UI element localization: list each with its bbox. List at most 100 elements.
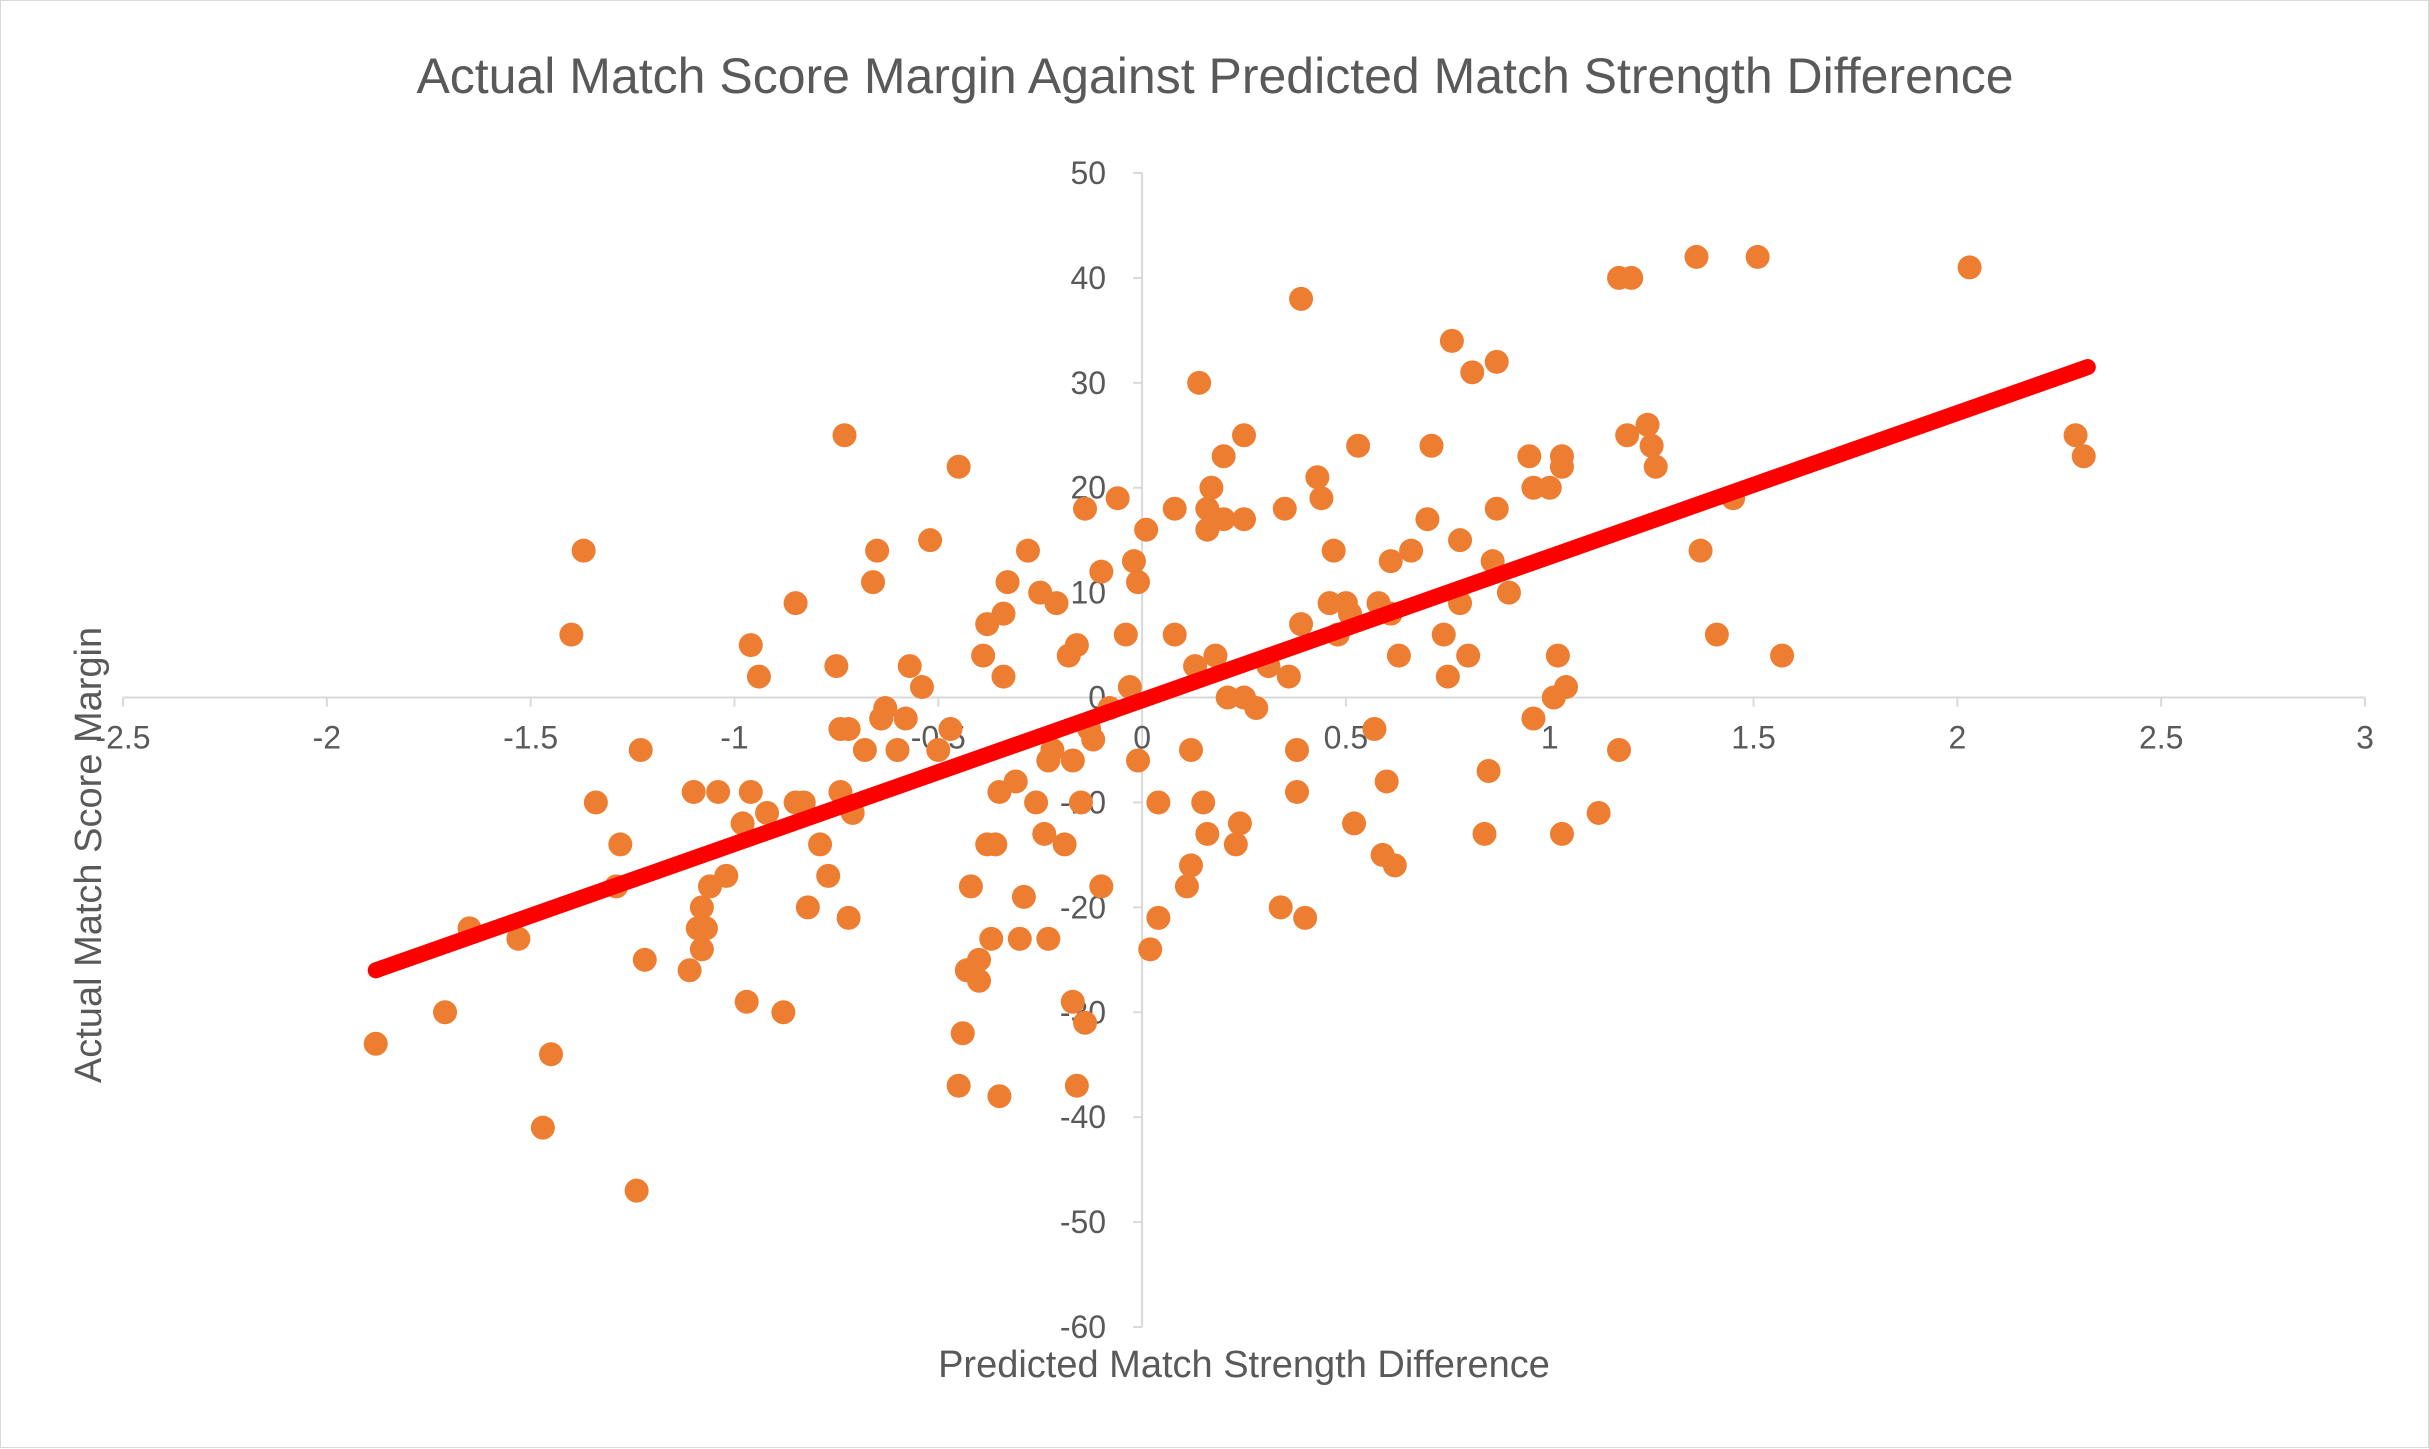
data-point [1081,727,1106,752]
data-point [1211,507,1236,532]
data-point [1032,821,1057,846]
data-point [1203,643,1228,668]
x-axis-title: Predicted Match Strength Difference [938,1344,1550,1386]
data-point [608,832,633,857]
data-point [1068,790,1093,815]
data-point [1374,769,1399,794]
data-points [363,244,2096,1203]
data-point [808,832,833,857]
data-point [730,811,755,836]
data-point [873,696,898,721]
data-point [1134,517,1159,542]
data-point [1431,622,1456,647]
data-point [865,538,890,563]
data-point [1704,622,1729,647]
data-point [1105,486,1130,511]
data-point [1448,528,1473,553]
data-point [1179,853,1204,878]
data-point [995,570,1020,595]
data-point [1643,454,1668,479]
data-point [1342,811,1367,836]
data-point [1011,884,1036,909]
data-point [1060,748,1085,773]
data-point [714,863,739,888]
data-point [783,591,808,616]
x-tick-label: 2.5 [2139,720,2183,756]
data-point [1607,738,1632,762]
data-point [824,654,849,679]
data-point [897,654,922,679]
data-point [1187,370,1212,395]
data-point [967,968,992,993]
chart-title: Actual Match Score Margin Against Predic… [416,48,2013,104]
data-point [791,790,816,815]
data-point [1007,926,1032,951]
trendline-layer [367,359,2096,979]
data-point [1472,821,1497,846]
data-point [1619,265,1644,290]
axes [122,172,2366,1328]
x-tick-label: 1.5 [1731,720,1775,756]
data-point [1024,790,1049,815]
y-tick-label: -60 [1060,1309,1106,1345]
data-point [1439,328,1464,353]
data-point [689,937,714,962]
data-point [571,538,596,563]
data-point [734,989,759,1014]
data-point [1244,696,1269,721]
data-point [832,423,857,448]
data-point [1545,643,1570,668]
data-point [1305,465,1330,490]
data-point [1073,496,1098,521]
data-point [1456,643,1481,668]
data-point [1232,423,1256,448]
data-point [1064,633,1089,658]
data-point [1289,612,1314,637]
data-point [926,738,951,762]
y-axis-title: Actual Match Score Margin [68,627,110,1083]
data-point [530,1115,555,1140]
data-point [1635,412,1660,437]
data-point [1195,821,1220,846]
data-point [1549,444,1574,469]
data-point [1537,475,1562,500]
x-tick-label: 1 [1541,720,1559,756]
data-point [1268,895,1293,920]
data-point [1126,570,1151,595]
tick-labels: -2.5 -2 -1.5 -1 -0.5 0 0.5 1 1.5 2 2.5 350403020100… [95,155,2373,1345]
data-point [1117,675,1142,700]
data-point [363,1031,388,1056]
data-point [1060,989,1085,1014]
data-point [1460,360,1485,385]
data-point [1386,643,1411,668]
data-point [1138,937,1163,962]
data-point [1435,664,1460,689]
y-tick-label: 30 [1070,365,1106,401]
data-point [1276,664,1301,689]
data-point [1211,444,1236,469]
data-point [1289,286,1314,311]
x-tick-label: 2 [1948,720,1966,756]
data-point [1554,675,1579,700]
data-point [1362,717,1387,742]
data-point [1399,538,1424,563]
data-point [583,790,608,815]
data-point [1745,244,1770,269]
data-point [991,601,1016,626]
data-point [1321,538,1346,563]
data-point [506,926,531,951]
data-point [987,1084,1012,1109]
data-point [1272,496,1297,521]
data-point [1052,832,1077,857]
data-point [1382,853,1407,878]
x-tick-label: -1 [720,720,748,756]
data-point [1476,758,1501,783]
data-point [738,779,763,804]
data-point [1284,738,1309,762]
data-point [1113,622,1138,647]
data-point [1036,926,1061,951]
data-point [1044,591,1069,616]
data-point [971,643,996,668]
data-point [1223,832,1248,857]
